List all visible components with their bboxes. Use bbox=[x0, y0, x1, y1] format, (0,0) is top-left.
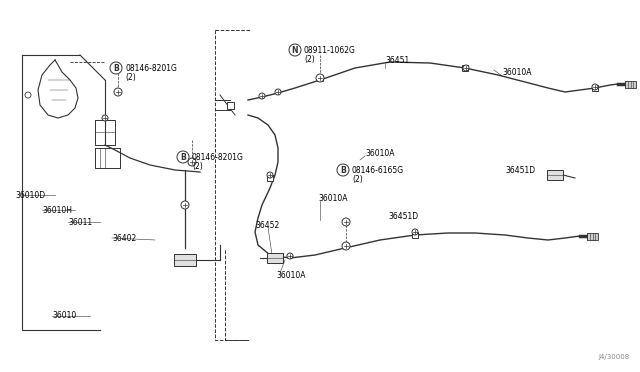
Circle shape bbox=[592, 84, 598, 90]
FancyBboxPatch shape bbox=[267, 253, 283, 263]
FancyBboxPatch shape bbox=[412, 232, 418, 238]
Circle shape bbox=[275, 89, 281, 95]
Circle shape bbox=[181, 201, 189, 209]
Circle shape bbox=[412, 229, 418, 235]
Text: 36451: 36451 bbox=[385, 55, 409, 64]
Text: 36010: 36010 bbox=[52, 311, 76, 321]
Circle shape bbox=[463, 65, 469, 71]
Text: 36402: 36402 bbox=[112, 234, 136, 243]
Text: 36010A: 36010A bbox=[365, 148, 394, 157]
Text: 36010A: 36010A bbox=[318, 193, 348, 202]
Text: B: B bbox=[180, 153, 186, 161]
Text: J4/30008: J4/30008 bbox=[599, 354, 630, 360]
Circle shape bbox=[267, 172, 273, 178]
Circle shape bbox=[114, 88, 122, 96]
Text: N: N bbox=[292, 45, 298, 55]
Circle shape bbox=[287, 253, 293, 259]
Circle shape bbox=[188, 158, 196, 166]
Text: (2): (2) bbox=[192, 161, 203, 170]
FancyBboxPatch shape bbox=[547, 170, 563, 180]
FancyBboxPatch shape bbox=[227, 102, 234, 109]
Circle shape bbox=[259, 93, 265, 99]
Text: (2): (2) bbox=[125, 73, 136, 81]
FancyBboxPatch shape bbox=[592, 85, 598, 91]
Circle shape bbox=[289, 44, 301, 56]
Text: 36010A: 36010A bbox=[502, 67, 531, 77]
Text: B: B bbox=[340, 166, 346, 174]
Text: 08146-6165G: 08146-6165G bbox=[352, 166, 404, 174]
FancyBboxPatch shape bbox=[267, 175, 273, 181]
Circle shape bbox=[110, 62, 122, 74]
Circle shape bbox=[102, 115, 108, 121]
Text: 36010A: 36010A bbox=[276, 272, 305, 280]
Circle shape bbox=[342, 218, 350, 226]
Text: 36010D: 36010D bbox=[15, 190, 45, 199]
Text: 36451D: 36451D bbox=[388, 212, 418, 221]
FancyBboxPatch shape bbox=[625, 80, 636, 87]
FancyBboxPatch shape bbox=[588, 232, 598, 240]
Circle shape bbox=[316, 74, 324, 82]
Text: (2): (2) bbox=[352, 174, 363, 183]
Text: 36010H: 36010H bbox=[42, 205, 72, 215]
FancyBboxPatch shape bbox=[317, 75, 323, 81]
Text: 36451D: 36451D bbox=[505, 166, 535, 174]
Text: B: B bbox=[113, 64, 119, 73]
Text: 08911-1062G: 08911-1062G bbox=[304, 45, 356, 55]
Circle shape bbox=[337, 164, 349, 176]
FancyBboxPatch shape bbox=[174, 254, 196, 266]
Text: 36011: 36011 bbox=[68, 218, 92, 227]
Text: 08146-8201G: 08146-8201G bbox=[192, 153, 244, 161]
Text: (2): (2) bbox=[304, 55, 315, 64]
Circle shape bbox=[342, 242, 350, 250]
Text: 36452: 36452 bbox=[255, 221, 279, 230]
FancyBboxPatch shape bbox=[462, 65, 468, 71]
Text: 08146-8201G: 08146-8201G bbox=[125, 64, 177, 73]
Circle shape bbox=[177, 151, 189, 163]
